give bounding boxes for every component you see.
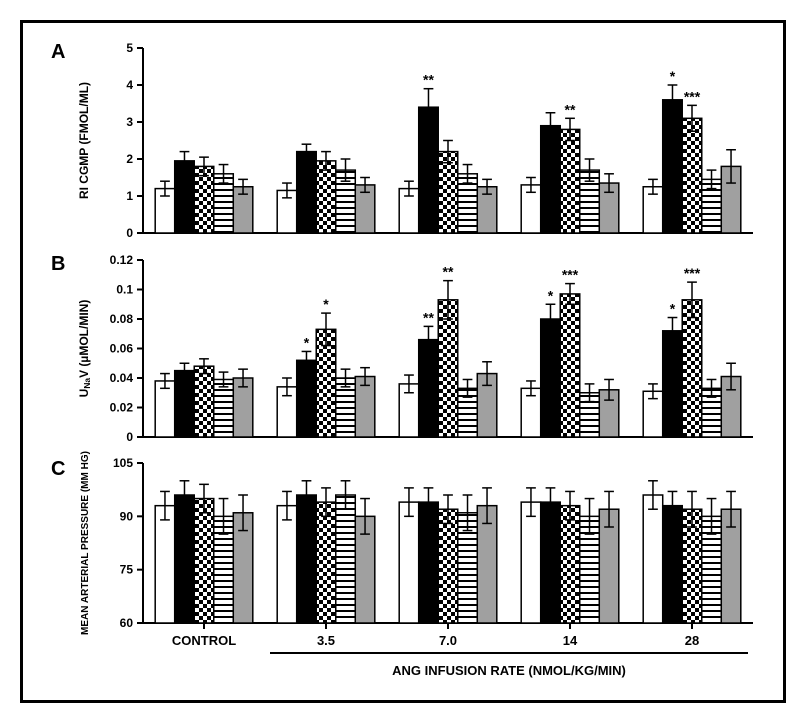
svg-text:*: * [323, 296, 329, 312]
svg-text:0.1: 0.1 [116, 283, 133, 297]
svg-text:2: 2 [126, 152, 133, 166]
svg-text:0: 0 [126, 430, 133, 444]
svg-text:RI CGMP (FMOL/ML): RI CGMP (FMOL/ML) [77, 82, 91, 199]
svg-text:1: 1 [126, 189, 133, 203]
svg-text:***: *** [684, 88, 701, 104]
svg-text:75: 75 [120, 563, 134, 577]
svg-text:105: 105 [113, 456, 133, 470]
svg-text:0.06: 0.06 [110, 342, 134, 356]
svg-text:UNaV (µMOL/MIN): UNaV (µMOL/MIN) [77, 300, 92, 398]
svg-text:3: 3 [126, 115, 133, 129]
panel-c-chart: 60 75 90 105 MEAN ARTERIAL PRESSURE (MM HG) C… [23, 448, 783, 693]
svg-text:5: 5 [126, 41, 133, 55]
svg-text:3.5: 3.5 [317, 633, 335, 648]
panel-b-chart: 0 0.02 0.04 0.06 0.08 0.1 0.12 UNaV (µMOL/MIN) *… [23, 245, 783, 445]
svg-text:4: 4 [126, 78, 133, 92]
svg-text:0.04: 0.04 [110, 371, 134, 385]
svg-text:0.08: 0.08 [110, 312, 134, 326]
svg-text:0.02: 0.02 [110, 401, 134, 415]
svg-text:*: * [548, 287, 554, 303]
svg-text:0: 0 [126, 226, 133, 240]
svg-text:90: 90 [120, 509, 134, 523]
svg-text:***: *** [562, 267, 579, 283]
svg-text:**: ** [443, 264, 454, 280]
svg-text:***: *** [684, 265, 701, 281]
svg-text:*: * [670, 68, 676, 84]
figure-frame: A 012345RI CGMP (FMOL/ML)******** B 00.0… [20, 20, 786, 703]
svg-text:ANG INFUSION RATE (NMOL/KG/MIN: ANG INFUSION RATE (NMOL/KG/MIN) [392, 663, 626, 678]
svg-text:60: 60 [120, 616, 134, 630]
svg-text:0.12: 0.12 [110, 253, 134, 267]
svg-text:28: 28 [685, 633, 699, 648]
svg-text:**: ** [565, 101, 576, 117]
svg-text:*: * [670, 301, 676, 317]
panel-a-chart: 012345RI CGMP (FMOL/ML)******** [23, 33, 783, 243]
svg-text:7.0: 7.0 [439, 633, 457, 648]
svg-text:**: ** [423, 309, 434, 325]
svg-text:**: ** [423, 72, 434, 88]
svg-text:*: * [304, 334, 310, 350]
svg-text:14: 14 [563, 633, 578, 648]
svg-text:CONTROL: CONTROL [172, 633, 236, 648]
svg-text:MEAN ARTERIAL PRESSURE (MM HG): MEAN ARTERIAL PRESSURE (MM HG) [80, 451, 91, 635]
